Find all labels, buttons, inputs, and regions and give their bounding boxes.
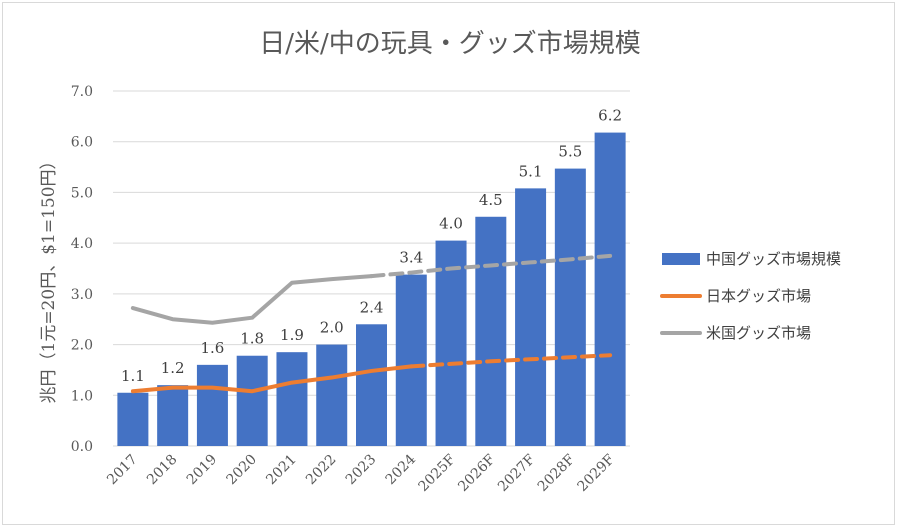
x-tick-label: 2021 (263, 452, 300, 489)
x-tick-label: 2017 (104, 452, 141, 489)
bar (594, 132, 626, 447)
y-tick-label: 5.0 (71, 185, 93, 201)
bar (475, 216, 507, 446)
data-label: 1.2 (161, 359, 185, 377)
bar (395, 274, 427, 446)
y-tick-label: 3.0 (71, 287, 93, 303)
data-label: 5.5 (558, 143, 582, 161)
bar (554, 168, 586, 447)
series-line-forecast (409, 353, 613, 369)
data-label: 1.6 (200, 339, 224, 357)
bar (276, 352, 308, 446)
bar (157, 385, 189, 446)
bar (196, 364, 228, 446)
x-tick-label: 2020 (224, 452, 261, 489)
x-tick-label: 2022 (303, 452, 340, 489)
legend-label: 日本グッズ市場 (706, 287, 811, 305)
y-tick-label: 2.0 (71, 338, 93, 354)
data-label: 2.0 (320, 319, 344, 337)
x-axis-ticks: 2017 2018 2019 2020 2021 2022 2023 20242025F202… (104, 451, 618, 495)
y-axis-ticks: 0.0 1.0 2.0 3.0 4.0 5.0 6.0 7.0 (71, 84, 93, 455)
x-tick-label: 2025F (415, 451, 459, 495)
y-tick-label: 6.0 (71, 135, 93, 151)
bar (515, 188, 547, 446)
bar (316, 344, 348, 446)
y-tick-label: 7.0 (71, 84, 93, 100)
x-tick-label: 2018 (144, 452, 181, 489)
y-tick-label: 0.0 (71, 439, 93, 455)
legend-label: 中国グッズ市場規模 (706, 250, 841, 268)
series-line-solid (130, 364, 414, 394)
y-tick-label: 4.0 (71, 236, 93, 252)
line-series (130, 253, 613, 394)
data-label: 1.8 (240, 330, 264, 348)
data-label: 5.1 (519, 162, 543, 180)
data-label: 1.9 (280, 326, 304, 344)
x-tick-label: 2024 (383, 451, 420, 488)
x-tick-label: 2023 (343, 452, 380, 489)
data-label: 6.2 (598, 107, 622, 125)
bar (117, 392, 149, 446)
data-label: 4.5 (479, 191, 503, 209)
data-label: 1.1 (121, 367, 145, 385)
x-tick-label: 2028F (535, 451, 579, 495)
y-tick-label: 1.0 (71, 388, 93, 404)
series-line-forecast (369, 253, 613, 279)
bar-series (117, 132, 626, 447)
bar (435, 240, 467, 446)
x-tick-label: 2026F (455, 451, 499, 495)
bar (356, 324, 387, 446)
legend-swatch (662, 253, 700, 265)
x-tick-label: 2019 (184, 452, 221, 489)
data-label: 3.4 (399, 249, 423, 267)
legend-label: 米国グッズ市場 (706, 324, 811, 342)
y-axis-label: 兆円（1元=20円、$1=150円） (39, 152, 59, 403)
data-labels: 1.1 1.2 1.6 1.8 1.9 2.0 2.4 3.4 4.0 4.5 5.1 5.5 6.2 (121, 107, 622, 385)
x-tick-label: 2029F (575, 451, 619, 495)
series-line-solid (130, 274, 374, 325)
chart-title: 日/米/中の玩具・グッズ市場規模 (259, 29, 641, 59)
data-label: 4.0 (439, 215, 463, 233)
x-tick-label: 2027F (495, 451, 539, 495)
bar (236, 355, 268, 446)
data-label: 2.4 (360, 298, 384, 316)
